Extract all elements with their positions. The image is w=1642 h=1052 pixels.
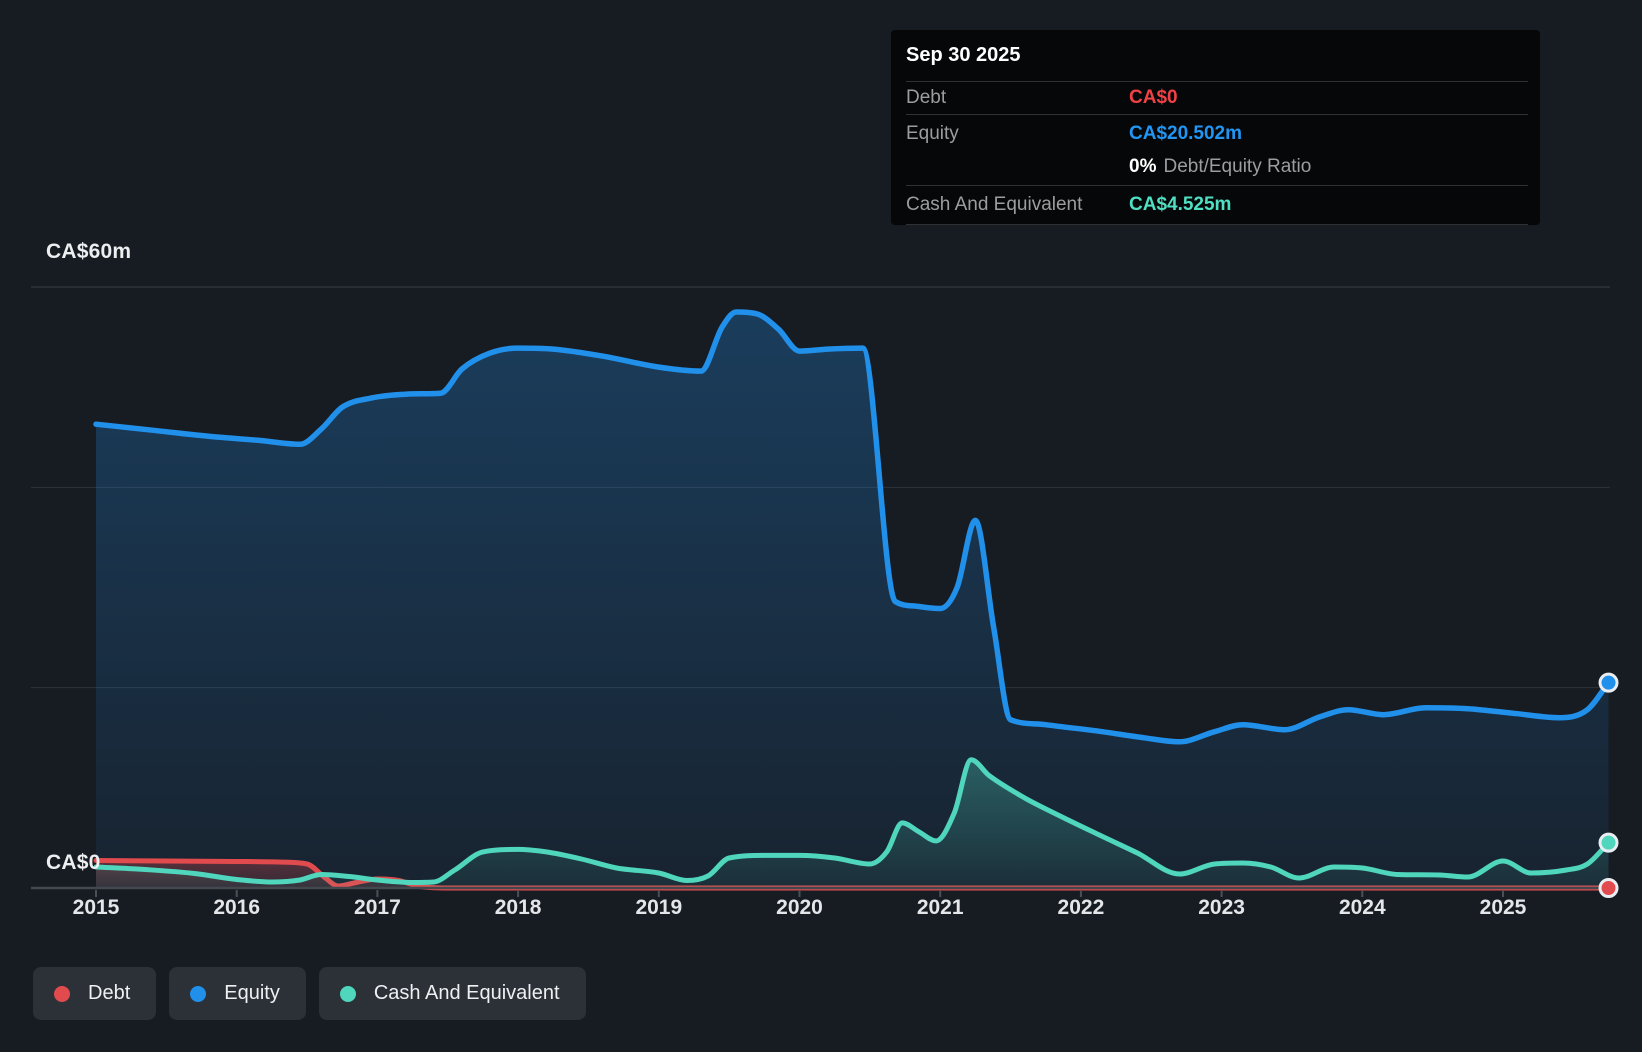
x-axis-label: 2023 <box>1198 896 1245 919</box>
tooltip-debt-label: Debt <box>906 87 947 108</box>
x-axis-label: 2016 <box>213 896 261 919</box>
tooltip-block-equity: Equity CA$20.502m 0% Debt/Equity Ratio <box>906 115 1528 186</box>
x-axis-label: 2018 <box>494 896 542 919</box>
legend-item-debt[interactable]: Debt <box>33 967 157 1020</box>
tooltip-debt-value: CA$0 <box>1129 87 1178 108</box>
x-axis-label: 2021 <box>916 896 964 919</box>
chart-legend: Debt Equity Cash And Equivalent <box>33 967 586 1020</box>
equity-swatch-icon <box>190 985 207 1002</box>
legend-item-cash[interactable]: Cash And Equivalent <box>318 967 586 1020</box>
legend-equity-label: Equity <box>224 982 280 1004</box>
legend-cash-label: Cash And Equivalent <box>373 982 560 1004</box>
tooltip-cash-label: Cash And Equivalent <box>906 194 1083 215</box>
tooltip-row-debt: Debt CA$0 <box>906 82 1528 115</box>
x-axis-label: 2025 <box>1479 896 1527 919</box>
x-axis-label: 2019 <box>635 896 683 919</box>
tooltip-row-cash: Cash And Equivalent CA$4.525m <box>906 186 1528 225</box>
legend-item-equity[interactable]: Equity <box>169 967 306 1020</box>
tooltip-ratio-value: 0% <box>1129 155 1157 177</box>
x-axis-label: 2022 <box>1057 896 1105 919</box>
tooltip-cash-value: CA$4.525m <box>1129 194 1232 215</box>
x-axis-label: 2015 <box>72 896 120 919</box>
legend-debt-label: Debt <box>88 982 131 1004</box>
y-axis-label-top: CA$60m <box>46 240 132 263</box>
x-axis-label: 2020 <box>776 896 823 919</box>
tooltip-equity-label: Equity <box>906 122 959 144</box>
y-axis-label-zero: CA$0 <box>46 851 101 874</box>
tooltip-ratio-label: Debt/Equity Ratio <box>1163 155 1312 177</box>
x-axis-label: 2017 <box>354 896 401 919</box>
debt-swatch-icon <box>54 985 70 1002</box>
tooltip-date: Sep 30 2025 <box>906 30 1528 82</box>
tooltip-equity-value: CA$20.502m <box>1129 122 1243 144</box>
x-axis-label: 2024 <box>1338 896 1386 919</box>
cash-swatch-icon <box>339 985 356 1002</box>
chart-tooltip: Sep 30 2025 Debt CA$0 Equity CA$20.502m … <box>891 30 1540 225</box>
